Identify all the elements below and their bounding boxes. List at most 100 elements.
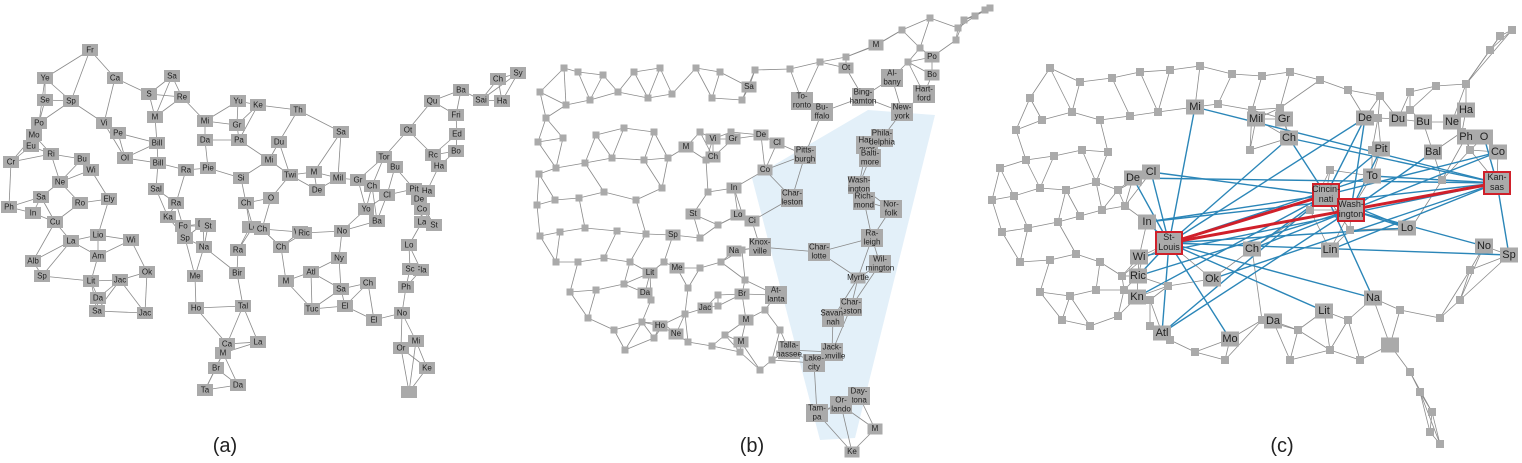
edge-c bbox=[1095, 151, 1109, 183]
node-c-small bbox=[1436, 440, 1444, 448]
node-label: Ho bbox=[655, 321, 666, 330]
node-c-small bbox=[1118, 272, 1126, 280]
edge-b bbox=[695, 67, 721, 73]
panel-b-network: M Po Bo Hart-ford Ot Al-bany Sa Bing-hamton To-r… bbox=[533, 4, 994, 458]
node-label: Ny bbox=[334, 254, 344, 263]
node-b: Tam-pa bbox=[806, 404, 828, 422]
node-b: Balti-more bbox=[859, 149, 881, 167]
edge-c bbox=[1435, 83, 1467, 87]
node-label: Pa bbox=[234, 136, 244, 145]
route-edge bbox=[1168, 181, 1498, 245]
node-a: Du bbox=[271, 136, 287, 148]
edge-b bbox=[587, 317, 615, 331]
node-a: Yo bbox=[358, 203, 374, 215]
node-label: Ka bbox=[163, 213, 173, 222]
edge-b bbox=[595, 134, 613, 159]
edge-c bbox=[1039, 291, 1063, 321]
edge-b bbox=[643, 159, 663, 189]
node-a: Sa bbox=[33, 191, 49, 203]
node-c-small bbox=[1136, 68, 1144, 76]
node-label: Rc bbox=[428, 151, 438, 160]
node-b-small bbox=[647, 296, 655, 304]
edge-b bbox=[760, 134, 766, 171]
node-c: Ph bbox=[1457, 129, 1475, 145]
node-label: Wash-ington bbox=[1338, 199, 1364, 219]
edge-c bbox=[1041, 111, 1073, 121]
edge-c bbox=[1157, 69, 1171, 113]
node-a: No bbox=[334, 225, 350, 237]
edge-b bbox=[695, 67, 713, 99]
node-label: Al-bany bbox=[883, 69, 900, 87]
edge-b bbox=[711, 97, 743, 101]
edge-b bbox=[629, 233, 647, 263]
node-a: Ha bbox=[431, 160, 447, 172]
edge-c bbox=[1019, 259, 1051, 263]
node-a: M bbox=[306, 166, 322, 178]
edge-c bbox=[1409, 85, 1437, 93]
node-c-small bbox=[1026, 94, 1034, 102]
node-c-small bbox=[1191, 348, 1199, 356]
node-c-small bbox=[1146, 296, 1154, 304]
node-c-small bbox=[1294, 326, 1302, 334]
node-a: Ro bbox=[72, 197, 88, 209]
node-b-small bbox=[660, 258, 668, 266]
node-label: Ho bbox=[191, 304, 202, 313]
edge-b bbox=[635, 199, 647, 235]
node-label: Sai bbox=[475, 96, 487, 105]
node-c: Ha bbox=[1457, 102, 1475, 118]
node-b-small bbox=[704, 188, 712, 196]
node-b-small bbox=[664, 154, 672, 162]
node-label: Ne bbox=[55, 178, 66, 187]
node-a: Sa bbox=[164, 70, 180, 82]
node-label: Ric bbox=[298, 229, 310, 238]
node-c-small bbox=[1108, 74, 1116, 82]
node-label: Mil bbox=[333, 174, 343, 183]
edge-c bbox=[1039, 155, 1055, 189]
node-a: Ph bbox=[1, 201, 17, 213]
edge-c bbox=[1329, 319, 1349, 351]
node-c: Du bbox=[1389, 111, 1407, 127]
node-a: De bbox=[309, 184, 325, 196]
node-c-small bbox=[1076, 212, 1084, 220]
node-label: Bal bbox=[1425, 146, 1441, 158]
node-c-route: Wash-ington bbox=[1337, 198, 1365, 222]
edge-b bbox=[771, 329, 781, 361]
node-a: Ka bbox=[160, 211, 176, 223]
node-label: Mi bbox=[265, 156, 274, 165]
node-c-small bbox=[1086, 322, 1094, 330]
edge-b bbox=[555, 162, 586, 169]
node-label: Jac bbox=[139, 309, 151, 318]
node-label: Ch bbox=[363, 279, 373, 288]
node-b: Myrtle bbox=[847, 272, 869, 284]
node-label: Co bbox=[760, 165, 771, 174]
node-a: Pie bbox=[200, 162, 216, 174]
focus-region-wedge bbox=[752, 110, 935, 440]
node-a: Ch bbox=[490, 73, 506, 85]
edge-b bbox=[589, 91, 619, 101]
node-label: Tor bbox=[378, 153, 389, 162]
edge-b bbox=[584, 134, 597, 164]
edge-c bbox=[1117, 289, 1125, 317]
node-b: M bbox=[738, 314, 754, 326]
node-c-small bbox=[1416, 388, 1424, 396]
node-a: Ch bbox=[273, 241, 289, 253]
node-a: Mi bbox=[197, 115, 213, 127]
node-a: Ne bbox=[52, 176, 68, 188]
edge-b bbox=[613, 321, 643, 331]
node-label: Char-leston bbox=[840, 298, 861, 316]
node-label: Ha bbox=[422, 187, 433, 196]
node-b: Nor-folk bbox=[880, 200, 902, 218]
edge-b bbox=[536, 204, 541, 237]
node-c-small bbox=[1406, 88, 1414, 96]
node-b-small bbox=[738, 96, 746, 104]
node-label: Ra bbox=[181, 166, 192, 175]
node-label: El bbox=[370, 316, 377, 325]
node-b: Ot bbox=[838, 62, 854, 74]
node-label: M bbox=[283, 277, 290, 286]
node-a: In bbox=[25, 207, 41, 219]
node-label: Char-lotte bbox=[809, 243, 829, 261]
node-label: Eu bbox=[26, 142, 36, 151]
node-label: Vi bbox=[710, 134, 717, 143]
node-label: Lo bbox=[405, 241, 414, 250]
node-label: Da bbox=[93, 294, 104, 303]
